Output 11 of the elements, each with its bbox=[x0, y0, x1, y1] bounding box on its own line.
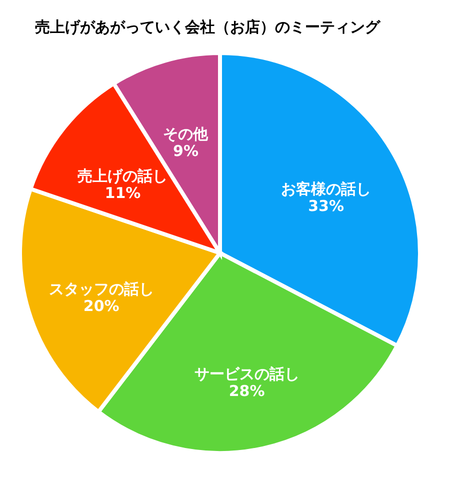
slice-label: サービスの話し bbox=[194, 365, 300, 384]
data-label: 20% bbox=[83, 297, 120, 316]
slice-label: スタッフの話し bbox=[48, 280, 154, 298]
slice-label: その他 bbox=[163, 124, 210, 143]
data-label: 9% bbox=[173, 142, 198, 160]
data-label: 28% bbox=[228, 382, 265, 400]
data-label: 11% bbox=[104, 184, 141, 202]
slice-label: 売上げの話し bbox=[78, 167, 168, 186]
slice-label: お客様の話し bbox=[281, 180, 372, 198]
chart-title: 売上げがあがっていく会社（お店）のミーティング bbox=[35, 18, 381, 36]
data-label: 33% bbox=[308, 196, 344, 215]
